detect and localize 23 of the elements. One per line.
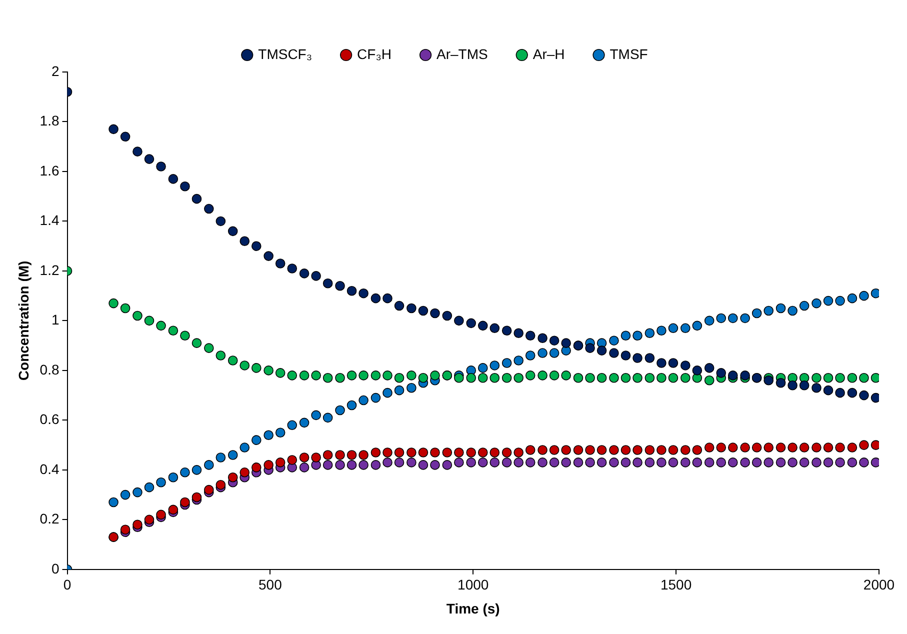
y-tick-label: 1.4 (40, 212, 60, 228)
x-tick-label: 0 (63, 576, 72, 593)
legend-label: Ar–H (532, 46, 565, 62)
legend-label: TMSF (610, 46, 648, 62)
legend-label: TMSCF₃ (258, 46, 312, 62)
y-tick-label: 1.2 (40, 262, 60, 278)
y-axis-title: Concentration (M) (15, 260, 32, 381)
y-tick-label: 0.2 (40, 510, 60, 527)
y-tick-label: 1 (51, 312, 60, 328)
y-tick-label: 0.4 (40, 460, 60, 477)
x-tick-label: 1500 (660, 576, 692, 593)
legend-label: CF₃H (357, 46, 392, 62)
y-tick-label: 0 (51, 560, 60, 576)
y-tick-label: 1.8 (40, 112, 60, 129)
x-tick-label: 1000 (458, 576, 489, 593)
legend-label: Ar–TMS (436, 46, 488, 62)
x-tick-label: 500 (258, 576, 282, 593)
x-tick-label: 2000 (863, 576, 895, 593)
y-tick-label: 0.6 (40, 411, 60, 428)
y-tick-label: 2 (51, 62, 60, 79)
x-axis-title: Time (s) (446, 600, 500, 616)
y-tick-label: 1.6 (40, 162, 60, 178)
y-tick-label: 0.8 (40, 361, 60, 378)
